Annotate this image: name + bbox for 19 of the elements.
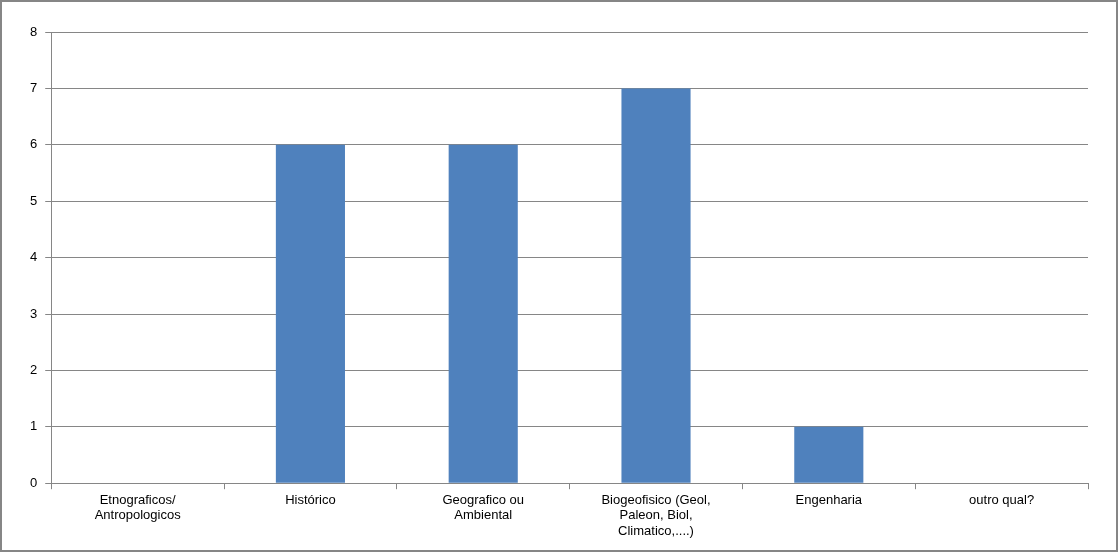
x-tick-label: Histórico (285, 491, 336, 507)
x-tick-label: Geografico ou Ambiental (442, 491, 525, 523)
y-tick-label: 8 (30, 23, 38, 39)
y-tick-label: 0 (30, 474, 38, 490)
bar (275, 144, 345, 483)
y-tick-label: 1 (30, 418, 38, 434)
bar (448, 144, 518, 483)
x-tick-label: outro qual? (969, 491, 1035, 507)
bar (621, 88, 691, 483)
x-tick-label: Engenharia (795, 491, 863, 507)
y-tick-label: 3 (30, 305, 38, 321)
x-tick-label: Etnograficos/ Antropologicos (94, 491, 182, 523)
y-tick-label: 5 (30, 192, 38, 208)
bar (794, 426, 864, 483)
y-tick-label: 7 (30, 79, 38, 95)
y-tick-label: 4 (30, 249, 38, 265)
x-tick-label: Biogeofisico (Geol, Paleon, Biol, Climatico,....) (601, 491, 711, 538)
y-tick-label: 6 (30, 136, 38, 152)
y-tick-label: 2 (30, 361, 38, 377)
